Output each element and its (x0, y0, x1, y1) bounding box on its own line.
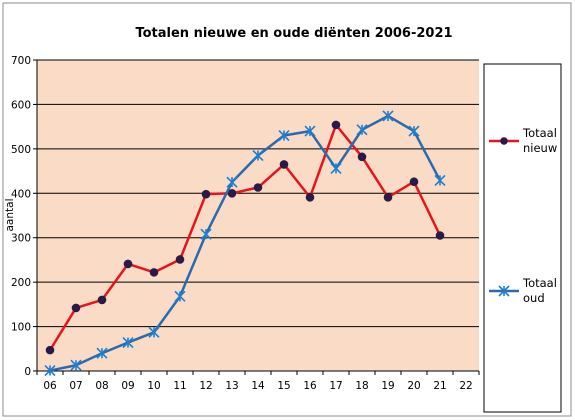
legend-label: oud (523, 291, 545, 305)
data-point (434, 174, 446, 186)
x-tick-label: 14 (251, 380, 265, 392)
y-tick-label: 100 (11, 322, 31, 334)
x-tick-label: 19 (381, 380, 394, 392)
x-tick-label: 13 (225, 380, 238, 392)
data-point (304, 125, 316, 137)
x-tick-label: 10 (147, 380, 160, 392)
x-tick-label: 18 (355, 380, 368, 392)
y-tick-label: 400 (11, 188, 31, 200)
data-point (71, 303, 81, 313)
series-layer (44, 110, 446, 377)
data-point (279, 160, 289, 169)
plot-area (37, 60, 479, 371)
data-point (252, 149, 264, 162)
data-point (175, 255, 185, 264)
data-point (149, 268, 159, 277)
data-point (97, 295, 107, 305)
series-line (48, 123, 442, 351)
legend-marker (498, 285, 510, 297)
data-point (383, 192, 393, 202)
data-point (200, 228, 212, 240)
data-point (356, 124, 368, 136)
gridlines (37, 59, 479, 328)
data-point (45, 345, 55, 355)
data-point (226, 176, 238, 188)
y-tick-label: 500 (11, 144, 31, 156)
x-tick-label: 22 (459, 380, 472, 392)
y-axis-label: aantal (4, 199, 16, 232)
x-tick-label: 17 (329, 380, 342, 392)
x-tick-label: 16 (303, 380, 317, 392)
data-point (253, 183, 263, 192)
y-tick-label: 300 (11, 233, 31, 245)
data-point (201, 189, 211, 199)
y-tick-label: 600 (11, 99, 31, 111)
data-point (331, 120, 341, 130)
data-point (96, 347, 108, 359)
legend-box (483, 63, 562, 413)
data-point (44, 364, 56, 377)
series-line (49, 114, 442, 372)
legend-marker (500, 137, 508, 145)
data-point (435, 231, 445, 240)
chart-title: Totalen nieuwe en oude diënten 2006-2021 (135, 26, 452, 41)
x-tick-label: 15 (277, 380, 290, 392)
data-point (227, 188, 237, 198)
x-tick-label: 09 (121, 380, 134, 392)
data-point (123, 259, 133, 269)
series-1 (44, 110, 446, 377)
data-point (174, 290, 186, 302)
x-axis-ticks: 06 07 08 09 10 11 12 13 14 15 16 17 18 19 20 21 22 (36, 371, 480, 392)
data-point (357, 152, 367, 162)
y-axis-ticks: 0 100 200 300 400 500 600 700 (11, 55, 37, 378)
data-point (382, 110, 394, 122)
x-tick-label: 08 (95, 380, 108, 392)
data-point (330, 162, 342, 174)
x-tick-label: 20 (407, 380, 420, 392)
data-point (305, 192, 315, 202)
x-tick-label: 12 (199, 380, 212, 392)
data-point (408, 125, 420, 137)
x-tick-label: 11 (173, 380, 186, 392)
data-point (409, 177, 419, 187)
legend-label: Totaal (522, 126, 557, 140)
data-point (278, 129, 290, 142)
data-point (70, 359, 82, 371)
data-point (122, 337, 134, 349)
series-0 (45, 120, 445, 355)
legend-label: nieuw (523, 141, 557, 155)
y-tick-label: 0 (24, 366, 31, 378)
x-tick-label: 21 (433, 380, 446, 392)
legend-label: Totaal (522, 276, 557, 290)
x-tick-label: 06 (43, 380, 57, 392)
y-tick-label: 700 (11, 55, 31, 67)
data-point (148, 326, 160, 338)
y-tick-label: 200 (11, 277, 31, 289)
x-tick-label: 07 (69, 380, 82, 392)
